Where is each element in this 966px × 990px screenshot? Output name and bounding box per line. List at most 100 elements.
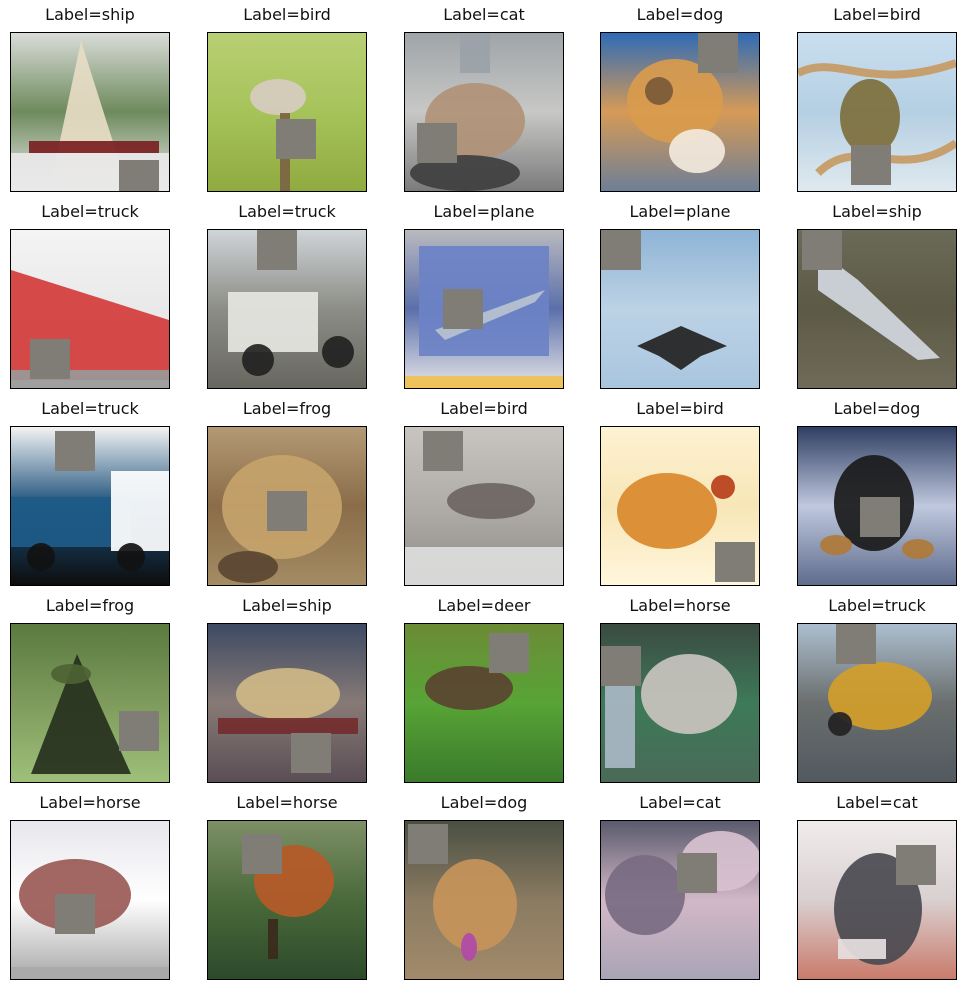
image-label: Label=cat	[639, 793, 721, 812]
occlusion-patch	[677, 853, 717, 893]
occlusion-patch	[408, 824, 448, 864]
deer-image	[405, 624, 563, 782]
image-frame	[600, 820, 760, 980]
image-label: Label=dog	[833, 399, 921, 418]
occlusion-patch	[119, 711, 159, 751]
image-label: Label=bird	[636, 399, 724, 418]
image-frame	[404, 820, 564, 980]
occlusion-patch	[715, 542, 755, 582]
image-frame	[404, 426, 564, 586]
occlusion-patch	[417, 123, 457, 163]
image-label: Label=ship	[242, 596, 332, 615]
yellow-loader-image	[798, 624, 956, 782]
occlusion-patch	[860, 497, 900, 537]
occlusion-patch	[802, 230, 842, 270]
dark-cat-image	[798, 821, 956, 979]
image-label: Label=horse	[39, 793, 141, 812]
occlusion-patch	[489, 633, 529, 673]
image-frame	[404, 32, 564, 192]
image-frame	[10, 426, 170, 586]
occlusion-patch	[119, 160, 159, 191]
image-frame	[207, 32, 367, 192]
image-frame	[10, 820, 170, 980]
black-dog-image	[798, 427, 956, 585]
ship-hull-image	[798, 230, 956, 388]
image-frame	[10, 229, 170, 389]
sparrow-image	[405, 427, 563, 585]
image-frame	[797, 32, 957, 192]
occlusion-patch	[443, 289, 483, 329]
occlusion-patch	[896, 845, 936, 885]
image-frame	[797, 820, 957, 980]
image-label: Label=ship	[45, 5, 135, 24]
image-frame	[207, 426, 367, 586]
occlusion-patch	[30, 339, 70, 379]
red-horse-image	[208, 821, 366, 979]
image-frame	[207, 229, 367, 389]
occlusion-patch	[276, 119, 316, 159]
image-label: Label=horse	[236, 793, 338, 812]
image-frame	[207, 623, 367, 783]
blue-truck-image	[11, 427, 169, 585]
image-frame	[10, 32, 170, 192]
boat-on-water-image	[208, 624, 366, 782]
image-frame	[404, 229, 564, 389]
cat-image	[405, 33, 563, 191]
occlusion-patch	[836, 624, 876, 664]
occlusion-patch	[423, 431, 463, 471]
occlusion-patch	[55, 431, 95, 471]
image-label: Label=truck	[41, 202, 139, 221]
image-label: Label=bird	[833, 5, 921, 24]
dog-image	[601, 33, 759, 191]
image-frame	[600, 426, 760, 586]
image-frame	[797, 229, 957, 389]
image-frame	[207, 820, 367, 980]
image-frame	[600, 623, 760, 783]
occlusion-patch	[257, 230, 297, 270]
occlusion-patch	[55, 894, 95, 934]
image-label: Label=cat	[443, 5, 525, 24]
image-frame	[797, 426, 957, 586]
image-label: Label=bird	[440, 399, 528, 418]
image-frame	[600, 32, 760, 192]
occlusion-patch	[291, 733, 331, 773]
occlusion-patch	[267, 491, 307, 531]
red-truck-image	[11, 230, 169, 388]
image-frame	[797, 623, 957, 783]
image-label: Label=plane	[629, 202, 731, 221]
image-label: Label=frog	[45, 596, 135, 615]
chicken-image	[601, 427, 759, 585]
white-horse-image	[601, 624, 759, 782]
image-label: Label=truck	[41, 399, 139, 418]
image-label: Label=dog	[440, 793, 528, 812]
occlusion-patch	[601, 646, 641, 686]
bird-on-branch-image	[208, 33, 366, 191]
sailboat-image	[11, 33, 169, 191]
image-label: Label=horse	[629, 596, 731, 615]
image-label: Label=cat	[836, 793, 918, 812]
image-frame	[404, 623, 564, 783]
frog-image	[208, 427, 366, 585]
small-dog-image	[405, 821, 563, 979]
plane-on-screen-image	[405, 230, 563, 388]
image-label: Label=bird	[243, 5, 331, 24]
white-truck-image	[208, 230, 366, 388]
bird-in-tree-image	[798, 33, 956, 191]
image-label: Label=truck	[828, 596, 926, 615]
brown-horse-image	[11, 821, 169, 979]
image-frame	[600, 229, 760, 389]
image-label: Label=plane	[433, 202, 535, 221]
image-frame	[10, 623, 170, 783]
occlusion-patch	[698, 33, 738, 73]
image-label: Label=ship	[832, 202, 922, 221]
image-label: Label=deer	[437, 596, 531, 615]
grey-cat-image	[601, 821, 759, 979]
occlusion-patch	[851, 145, 891, 185]
image-label: Label=truck	[238, 202, 336, 221]
occlusion-patch	[242, 834, 282, 874]
plane-in-sky-image	[601, 230, 759, 388]
image-label: Label=frog	[242, 399, 332, 418]
occlusion-patch	[601, 230, 641, 270]
image-label: Label=dog	[636, 5, 724, 24]
frog-green-image	[11, 624, 169, 782]
